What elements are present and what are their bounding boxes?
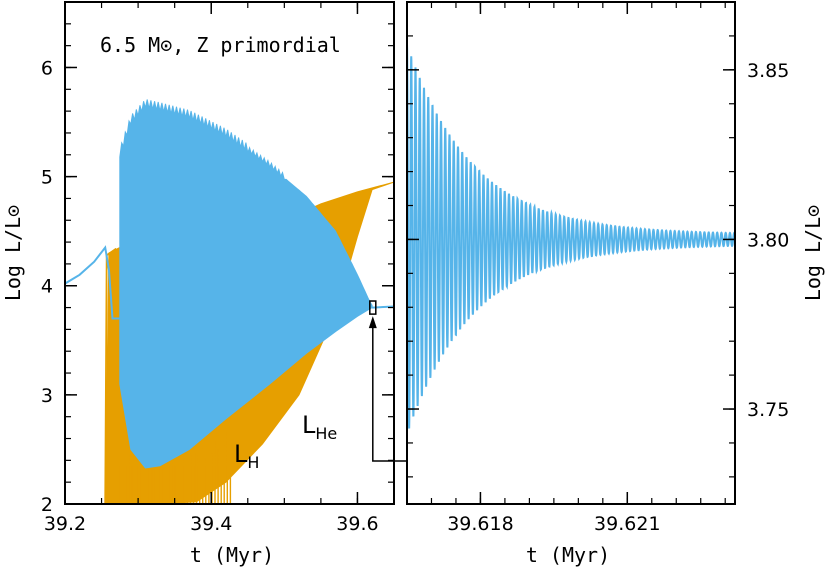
- left-x-tick-label: 39.4: [190, 513, 232, 535]
- lhe-baseline-line: [65, 245, 120, 320]
- lh-spikes: [119, 431, 232, 504]
- zoom-annotation: [368, 300, 407, 462]
- right-y-axis-title: Log L/L⊙: [801, 205, 825, 301]
- right-panel: 39.618 39.621 3.75 3.80 3.85 t (Myr) Log L/L…: [406, 1, 825, 567]
- left-ticks: 39.2 39.4 39.6 2 3 4 5 6: [41, 2, 395, 535]
- left-panel: 39.2 39.4 39.6 2 3 4 5 6 6.5 M⊙, Z primordial t…: [1, 1, 407, 567]
- right-plot-area: [407, 44, 735, 429]
- left-x-axis-title: t (Myr): [190, 543, 274, 567]
- right-ticks: 39.618 39.621 3.75 3.80 3.85: [407, 1, 789, 535]
- left-y-tick-label: 2: [41, 494, 53, 516]
- left-panel-title: 6.5 M⊙, Z primordial: [100, 33, 341, 57]
- left-axes-frame: [64, 1, 395, 505]
- zoom-arrowhead: [368, 316, 377, 329]
- lhe-label-main: L: [302, 411, 316, 439]
- right-axes-frame: [406, 1, 736, 505]
- lhe-label-subscript: He: [315, 424, 337, 443]
- left-y-tick-label: 4: [41, 276, 53, 298]
- lh-label-subscript: H: [247, 453, 259, 472]
- right-y-tick-label: 3.80: [747, 229, 789, 251]
- right-x-tick-label: 39.618: [447, 513, 513, 535]
- left-y-tick-label: 3: [41, 385, 53, 407]
- right-x-axis-title: t (Myr): [526, 543, 610, 567]
- left-y-tick-label: 5: [41, 167, 53, 189]
- left-x-tick-label: 39.6: [336, 513, 378, 535]
- lh-curve-label: LH: [234, 440, 259, 472]
- right-x-tick-label: 39.621: [594, 513, 660, 535]
- left-x-tick-label: 39.2: [44, 513, 86, 535]
- left-plot-area: [65, 99, 394, 504]
- lh-label-main: L: [234, 440, 248, 468]
- left-clip-group: [65, 99, 394, 504]
- right-y-tick-label: 3.85: [747, 60, 789, 82]
- right-clip-group: [407, 44, 735, 429]
- lhe-envelope: [119, 99, 373, 469]
- left-y-axis-title: Log L/L⊙: [1, 205, 25, 301]
- lhe-curve-label: LHe: [302, 411, 337, 443]
- zoom-box: [369, 300, 377, 315]
- right-y-tick-label: 3.75: [747, 399, 789, 421]
- lhe-oscillation-line: [407, 44, 735, 429]
- left-y-tick-label: 6: [41, 57, 53, 79]
- zoom-connector-line: [372, 320, 407, 462]
